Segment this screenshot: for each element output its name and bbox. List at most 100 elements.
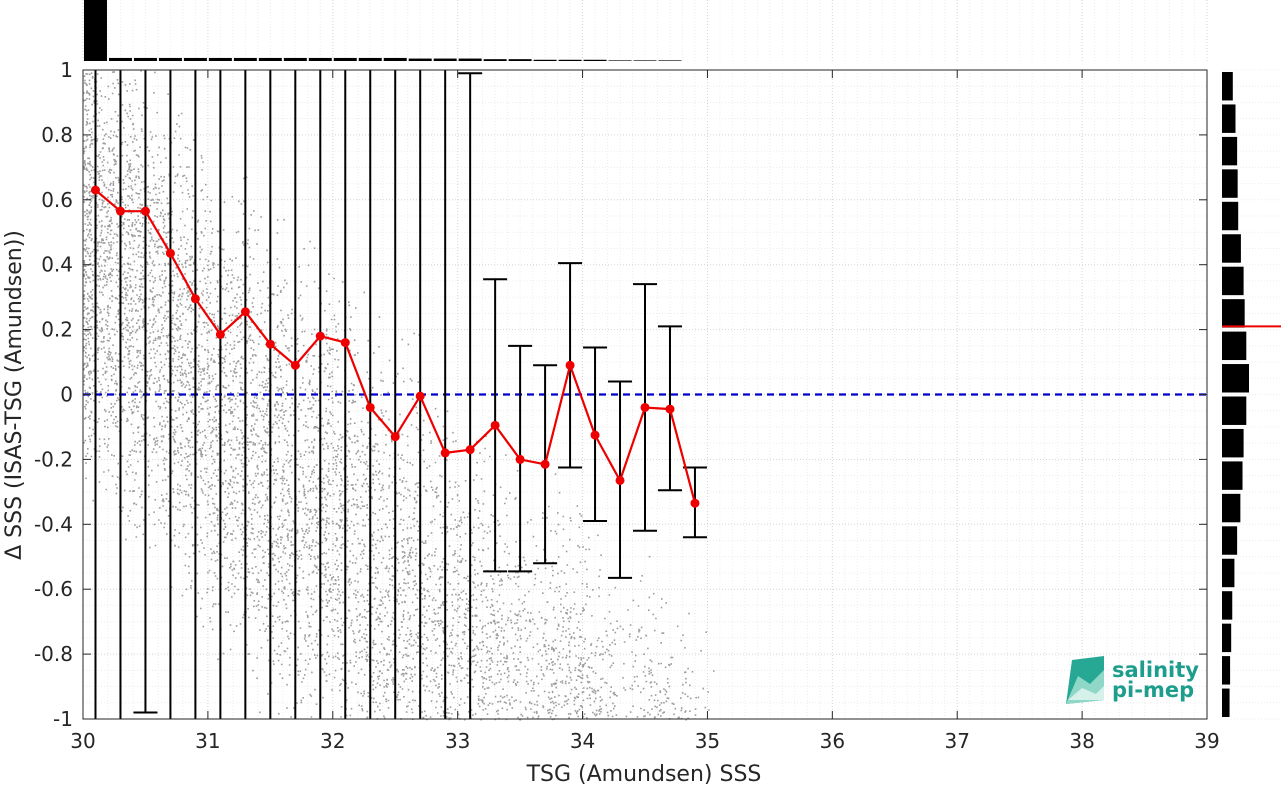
y-tick-label: -1	[53, 707, 73, 731]
y-histogram-bar	[1222, 331, 1247, 361]
mean-point	[665, 404, 675, 414]
y-tick-label: -0.6	[34, 577, 73, 601]
axes	[82, 69, 1208, 720]
x-tick-labels: 30 31 32 33 34 35 36 37 38 39	[70, 729, 1219, 753]
x-tick-label: 37	[944, 729, 969, 753]
x-histogram-bar	[283, 57, 307, 61]
x-histogram-bar	[84, 0, 107, 61]
x-histogram-bar	[608, 60, 632, 61]
mean-point	[365, 402, 375, 412]
mean-point	[240, 307, 250, 317]
y-histogram-bar	[1222, 136, 1238, 166]
y-histogram-bar	[1222, 428, 1244, 458]
x-tick-label: 30	[70, 729, 95, 753]
y-histogram-bar	[1222, 266, 1244, 296]
y-tick-label: -0.8	[34, 642, 73, 666]
y-tick-label: 1	[60, 58, 73, 82]
y-histogram-bar	[1222, 396, 1247, 425]
x-histogram-bar	[583, 59, 607, 61]
y-histogram-bar	[1222, 688, 1230, 717]
mean-point	[290, 360, 300, 370]
y-histogram-bar	[1222, 169, 1238, 198]
x-histogram-bar	[108, 57, 132, 61]
x-histogram-bar	[158, 57, 182, 61]
y-tick-label: 0	[60, 383, 73, 407]
y-histogram-bar	[1222, 461, 1243, 490]
y-histogram-bar	[1222, 299, 1245, 328]
mean-point	[215, 329, 225, 339]
y-tick-labels: -1 -0.8 -0.6 -0.4 -0.2 0 0.2 0.4 0.6 0.8 1	[34, 58, 73, 731]
y-histogram-bar	[1222, 72, 1233, 101]
x-tick-label: 32	[320, 729, 345, 753]
x-tick-label: 33	[445, 729, 470, 753]
mean-point	[440, 448, 450, 458]
y-tick-label: -0.4	[34, 512, 73, 536]
x-histogram-bar	[408, 58, 432, 61]
mean-point	[565, 360, 575, 370]
mean-point	[515, 454, 525, 464]
x-tick-label: 31	[195, 729, 220, 753]
x-histogram-bar	[458, 58, 482, 61]
y-histogram-bar	[1222, 558, 1235, 588]
logo-text-salinity: salinity	[1112, 658, 1199, 682]
mean-point	[490, 420, 500, 430]
y-tick-label: -0.2	[34, 447, 73, 471]
mean-point	[340, 338, 350, 348]
x-tick-label: 39	[1194, 729, 1219, 753]
mean-point	[190, 294, 200, 304]
x-histogram-bar	[383, 57, 407, 61]
mean-point	[640, 402, 650, 412]
x-histogram-bar	[558, 59, 582, 61]
y-histogram-bar	[1222, 623, 1232, 653]
x-histogram-bar	[183, 57, 207, 61]
y-histogram-bar	[1222, 201, 1239, 231]
x-histogram	[82, 0, 1208, 61]
mean-point	[315, 331, 325, 341]
x-histogram-bar	[658, 60, 682, 61]
scatter-cloud	[83, 70, 715, 721]
mean-point	[415, 391, 425, 401]
y-tick-label: 0.8	[41, 123, 73, 147]
x-histogram-bar	[258, 57, 282, 61]
scatter-points	[83, 70, 715, 721]
y-tick-label: 0.6	[41, 188, 73, 212]
mean-point	[615, 475, 625, 485]
x-tick-label: 34	[570, 729, 595, 753]
y-histogram-bar	[1222, 234, 1241, 263]
x-histogram-bar	[358, 57, 382, 61]
mean-point	[115, 206, 125, 216]
y-tick-label: 0.2	[41, 318, 73, 342]
x-tick-label: 36	[820, 729, 845, 753]
x-histogram-bar	[483, 59, 507, 61]
main-plot-area	[82, 69, 1208, 721]
mean-point	[540, 459, 550, 469]
logo-text-pi-mep: pi-mep	[1112, 678, 1194, 702]
y-axis-label: Δ SSS (ISAS-TSG (Amundsen))	[2, 230, 27, 560]
y-histogram	[1222, 69, 1281, 720]
x-histogram-bar	[233, 57, 257, 61]
logo-mark-icon	[1066, 656, 1104, 704]
y-histogram-bar	[1222, 591, 1233, 620]
mean-point	[690, 498, 700, 508]
y-histogram-bar	[1222, 364, 1249, 393]
x-histogram-bar	[333, 57, 357, 61]
y-histogram-bar	[1222, 493, 1241, 523]
mean-point	[390, 432, 400, 442]
x-histogram-bar	[208, 57, 232, 61]
mean-point	[265, 339, 275, 349]
binned-mean-series	[90, 185, 700, 508]
x-histogram-bar	[308, 57, 332, 61]
x-histogram-bar	[508, 59, 532, 61]
mean-point	[140, 206, 150, 216]
x-histogram-bar	[433, 58, 457, 61]
x-histogram-bar	[133, 57, 157, 61]
x-histogram-bar	[633, 60, 657, 61]
mean-point	[590, 430, 600, 440]
salinity-pi-mep-logo: salinity pi-mep	[1066, 656, 1199, 704]
mean-point	[165, 248, 175, 258]
y-tick-label: 0.4	[41, 253, 73, 277]
mean-point	[90, 185, 100, 195]
y-histogram-bar	[1222, 526, 1238, 555]
mean-point	[465, 445, 475, 455]
